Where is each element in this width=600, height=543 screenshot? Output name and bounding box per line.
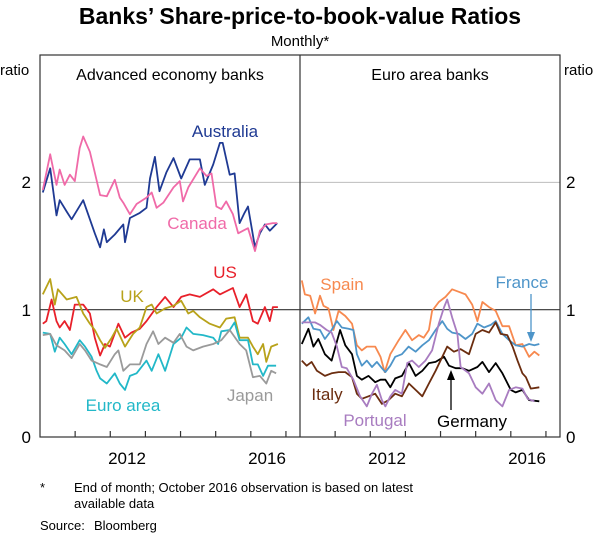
- series-label-italy: Italy: [311, 385, 343, 404]
- series-label-portugal: Portugal: [343, 411, 406, 430]
- series-label-canada: Canada: [167, 214, 227, 233]
- y-axis-label-left: ratio: [0, 62, 29, 79]
- y-tick-1-left: 1: [22, 301, 31, 320]
- series-label-germany: Germany: [437, 412, 507, 431]
- series-line-italy: [301, 321, 540, 405]
- x-tick-2012-left: 2012: [108, 449, 146, 468]
- x-tick-2016-left: 2016: [248, 449, 286, 468]
- series-line-us: [42, 287, 278, 357]
- y-tick-0-right: 0: [566, 428, 575, 447]
- y-tick-2-right: 2: [566, 173, 575, 192]
- x-tick-2016-right: 2016: [508, 449, 546, 468]
- france-arrow-head: [527, 332, 535, 342]
- source-label: Source:: [40, 518, 85, 533]
- series-line-canada: [41, 135, 278, 252]
- panel-title-right: Euro area banks: [371, 67, 488, 84]
- germany-arrow-head: [447, 370, 455, 380]
- series-label-australia: Australia: [192, 122, 259, 141]
- y-axis-label-right: ratio: [564, 62, 593, 79]
- footnote-line-1: End of month; October 2016 observation i…: [74, 480, 413, 495]
- series-label-spain: Spain: [320, 275, 363, 294]
- y-tick-2-left: 2: [22, 173, 31, 192]
- series-label-japan: Japan: [227, 386, 273, 405]
- series-label-euro-area: Euro area: [86, 396, 161, 415]
- chart-title: Banks’ Share-price-to-book-value Ratios: [79, 3, 521, 29]
- footnote-marker: *: [40, 480, 46, 495]
- series-label-us: US: [213, 263, 237, 282]
- series-label-france: France: [496, 273, 549, 292]
- chart-subtitle: Monthly*: [271, 33, 330, 50]
- series-line-australia: [41, 142, 278, 249]
- series-line-japan: [42, 329, 277, 385]
- panel-title-left: Advanced economy banks: [76, 67, 264, 84]
- footnote-line-2: available data: [74, 496, 155, 511]
- series-line-spain: [300, 280, 540, 373]
- x-tick-2012-right: 2012: [368, 449, 406, 468]
- series-label-uk: UK: [120, 287, 144, 306]
- series-line-uk: [41, 278, 279, 363]
- source-value: Bloomberg: [94, 518, 157, 533]
- y-tick-0-left: 0: [22, 428, 31, 447]
- series-line-germany: [300, 327, 540, 403]
- series-line-euro-area: [42, 321, 277, 391]
- y-tick-1-right: 1: [566, 301, 575, 320]
- series-line-portugal: [301, 298, 535, 408]
